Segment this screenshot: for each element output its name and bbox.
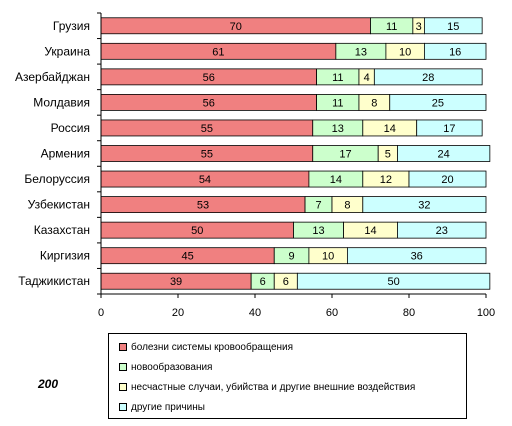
data-label: 14 (330, 174, 342, 186)
data-label: 16 (449, 46, 461, 58)
data-label: 36 (411, 251, 423, 263)
data-label: 9 (289, 251, 295, 263)
data-label: 54 (199, 174, 211, 186)
data-label: 50 (387, 276, 399, 288)
legend-label: болезни системы кровообращения (131, 341, 294, 353)
x-tick-label: 80 (403, 307, 415, 319)
legend-entry: несчастные случаи, убийства и другие вне… (119, 380, 415, 394)
x-tick-label: 40 (249, 307, 261, 319)
data-label: 10 (322, 251, 334, 263)
data-label: 28 (422, 72, 434, 84)
data-label: 15 (447, 21, 459, 33)
bar-segment (408, 170, 487, 188)
data-label: 32 (418, 200, 430, 212)
data-label: 14 (364, 225, 376, 237)
data-label: 10 (399, 46, 411, 58)
bar-segment (362, 196, 487, 213)
bar-segment (397, 221, 487, 239)
data-label: 17 (339, 149, 351, 161)
x-tick-label: 100 (477, 307, 495, 319)
data-label: 23 (436, 225, 448, 237)
data-label: 20 (441, 174, 453, 186)
data-label: 8 (344, 200, 350, 212)
data-label: 53 (197, 200, 209, 212)
data-label: 11 (332, 97, 343, 109)
data-label: 70 (230, 21, 242, 33)
data-label: 17 (443, 123, 455, 135)
category-label: Таджикистан (18, 274, 90, 288)
legend-label: несчастные случаи, убийства и другие вне… (131, 381, 416, 393)
data-label: 13 (332, 123, 344, 135)
category-label: Молдавия (33, 95, 90, 109)
page-number: 200 (38, 377, 59, 391)
legend-label: новообразования (131, 361, 213, 373)
data-label: 11 (332, 72, 343, 84)
category-label: Киргизия (40, 249, 90, 263)
bar-segment (416, 119, 483, 137)
data-label: 39 (170, 276, 182, 288)
x-tick-label: 60 (326, 307, 338, 319)
legend-swatch (119, 343, 127, 351)
legend-swatch (119, 383, 127, 391)
data-label: 25 (432, 97, 444, 109)
category-label: Грузия (53, 19, 90, 33)
category-label: Армения (41, 147, 90, 161)
data-label: 61 (212, 46, 224, 58)
data-label: 5 (385, 149, 391, 161)
bar-segment (423, 17, 483, 35)
legend-label: другие причины (131, 401, 205, 413)
data-label: 13 (355, 46, 367, 58)
data-label: 55 (201, 149, 213, 161)
data-label: 6 (283, 276, 289, 288)
bar-segment (397, 145, 491, 162)
data-label: 7 (315, 200, 321, 212)
bar-segment (373, 68, 483, 86)
data-label: 8 (371, 97, 377, 109)
data-label: 55 (201, 123, 213, 135)
category-label: Казахстан (34, 223, 90, 237)
legend-entry: новообразования (119, 360, 212, 374)
legend-swatch (119, 403, 127, 411)
legend-entry: другие причины (119, 400, 205, 414)
bar-segment (296, 272, 491, 290)
data-label: 6 (260, 276, 266, 288)
data-label: 56 (203, 97, 215, 109)
bar-segment (389, 94, 487, 111)
data-label: 24 (438, 149, 450, 161)
data-label: 56 (203, 72, 215, 84)
legend-entry: болезни системы кровообращения (119, 340, 293, 354)
category-label: Россия (51, 121, 90, 135)
bar-segment (346, 247, 487, 265)
category-label: Белоруссия (24, 172, 90, 186)
data-label: 50 (191, 225, 203, 237)
data-label: 14 (384, 123, 396, 135)
category-label: Украина (44, 44, 90, 58)
x-tick-label: 0 (98, 307, 104, 319)
category-label: Узбекистан (28, 198, 90, 212)
category-label: Азербайджан (15, 70, 90, 84)
data-label: 45 (182, 251, 194, 263)
legend: болезни системы кровообращения новообразо… (108, 333, 467, 419)
data-label: 13 (312, 225, 324, 237)
bar-segment (423, 42, 487, 60)
data-label: 12 (380, 174, 392, 186)
x-tick-label: 20 (172, 307, 184, 319)
data-label: 4 (364, 72, 370, 84)
data-label: 11 (386, 21, 397, 33)
data-label: 3 (416, 21, 422, 33)
legend-swatch (119, 363, 127, 371)
